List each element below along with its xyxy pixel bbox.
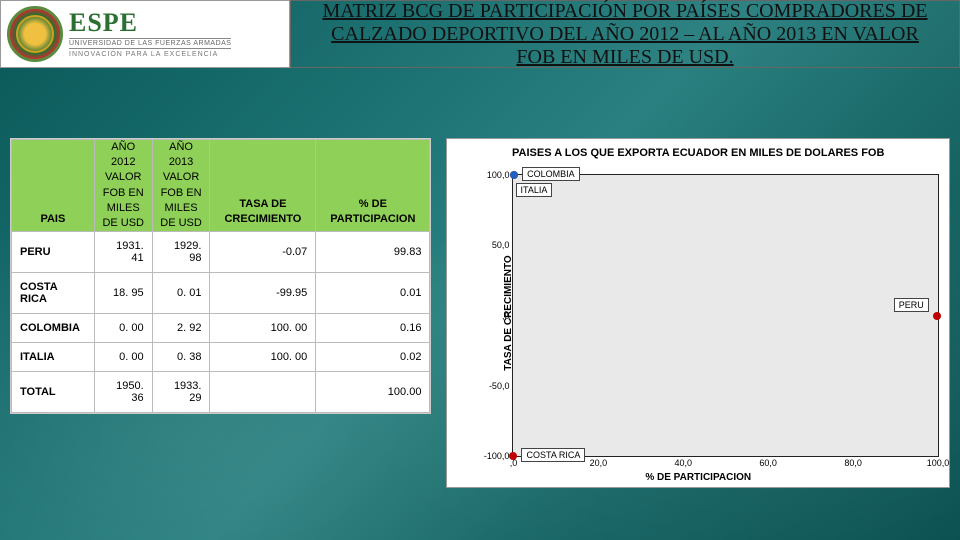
bcg-chart: PAISES A LOS QUE EXPORTA ECUADOR EN MILE… [446, 138, 950, 488]
crest-icon [7, 6, 63, 62]
page-title: MATRIZ BCG DE PARTICIPACIÓN POR PAÍSES C… [290, 0, 960, 68]
logo-name: ESPE [69, 10, 231, 36]
logo-tagline: INNOVACIÓN PARA LA EXCELENCIA [69, 51, 231, 58]
logo-box: ESPE UNIVERSIDAD DE LAS FUERZAS ARMADAS … [0, 0, 290, 68]
chart-plot-area: 100,050,0,0-50,0-100,0,020,040,060,080,0… [512, 174, 939, 457]
data-table: PAISAÑO2012VALORFOB ENMILESDE USDAÑO2013… [10, 138, 431, 414]
logo-subtitle: UNIVERSIDAD DE LAS FUERZAS ARMADAS [69, 38, 231, 49]
chart-xlabel: % DE PARTICIPACION [645, 472, 751, 483]
